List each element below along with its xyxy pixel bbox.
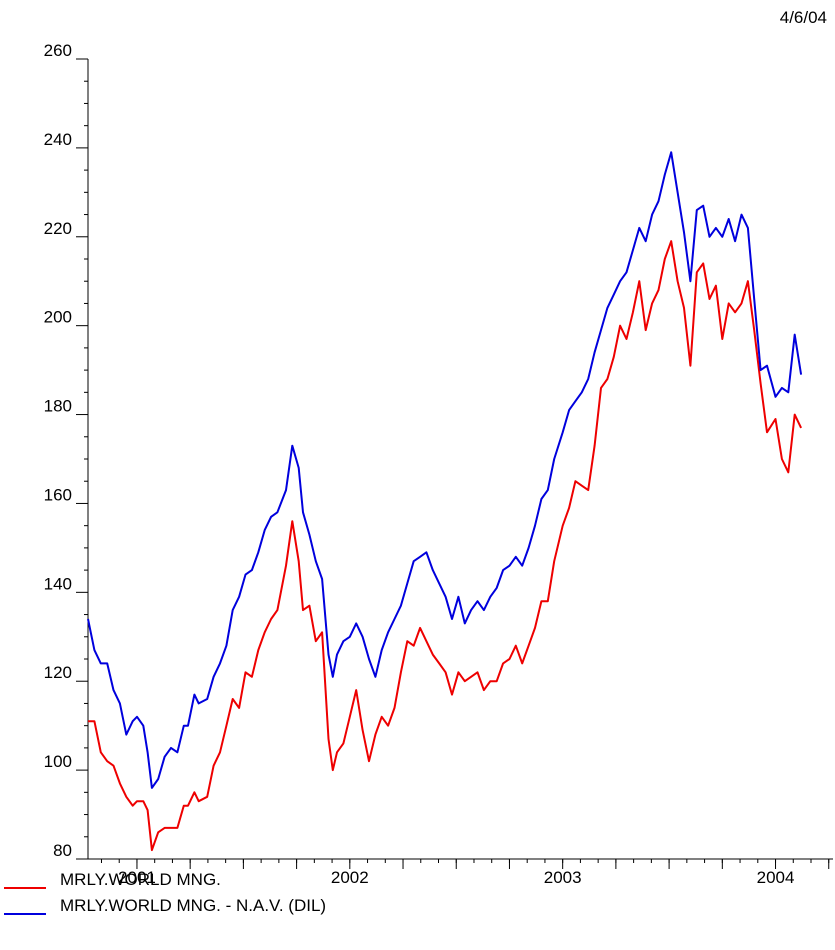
x-tick-label: 2004 xyxy=(757,868,795,887)
x-tick-label: 2001 xyxy=(118,868,156,887)
series-line-1 xyxy=(87,151,803,789)
legend-label-1: MRLY.WORLD MNG. - N.A.V. (DIL) xyxy=(60,896,327,915)
x-axis: 2001 2002 2003 2004 xyxy=(88,858,833,887)
y-tick-label: 220 xyxy=(44,219,72,238)
y-tick-label: 240 xyxy=(44,130,72,149)
y-tick-label: 160 xyxy=(44,485,72,504)
legend-swatch-0 xyxy=(4,887,46,889)
y-tick-label: 100 xyxy=(44,752,72,771)
series-layer xyxy=(87,151,803,852)
y-tick-label: 180 xyxy=(44,397,72,416)
y-tick-label: 200 xyxy=(44,308,72,327)
y-tick-label: 80 xyxy=(53,841,72,860)
y-axis: 80 100 120 140 160 180 200 220 240 260 xyxy=(44,41,89,860)
y-tick-label: 120 xyxy=(44,663,72,682)
legend-label-0: MRLY.WORLD MNG. xyxy=(60,870,221,889)
y-tick-label: 140 xyxy=(44,574,72,593)
x-tick-label: 2003 xyxy=(544,868,582,887)
series-line-0 xyxy=(88,240,803,852)
x-tick-label: 2002 xyxy=(331,868,369,887)
y-tick-label: 260 xyxy=(44,41,72,60)
legend-swatch-1 xyxy=(4,913,46,915)
date-stamp: 4/6/04 xyxy=(779,8,827,27)
